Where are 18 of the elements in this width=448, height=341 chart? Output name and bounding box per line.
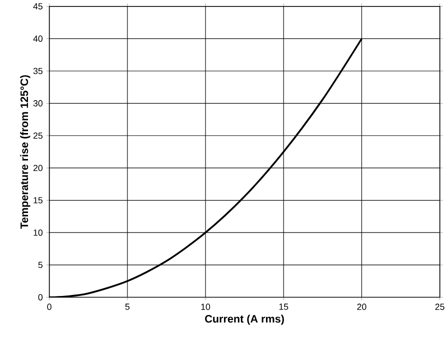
y-tick-label: 5 xyxy=(38,262,43,268)
y-tick-label: 25 xyxy=(33,132,43,139)
x-tick-label: 15 xyxy=(279,304,288,310)
x-axis-title: Current (A rms) xyxy=(205,314,284,325)
y-axis-title: Temperature rise (from 125°C) xyxy=(20,75,30,229)
y-tick-label: 35 xyxy=(33,68,43,74)
y-tick-label: 40 xyxy=(33,36,43,42)
x-tick-label: 0 xyxy=(47,304,52,310)
y-tick-label: 10 xyxy=(34,230,43,236)
x-tick-label: 20 xyxy=(357,304,366,310)
y-tick-label: 45 xyxy=(33,3,43,10)
y-tick-label: 0 xyxy=(38,294,43,301)
y-tick-label: 20 xyxy=(33,165,43,172)
y-tick-label: 15 xyxy=(34,197,43,204)
x-tick-label: 25 xyxy=(435,304,444,310)
x-tick-label: 5 xyxy=(125,304,130,310)
y-tick-label: 30 xyxy=(33,100,43,107)
x-tick-label: 10 xyxy=(201,304,210,310)
